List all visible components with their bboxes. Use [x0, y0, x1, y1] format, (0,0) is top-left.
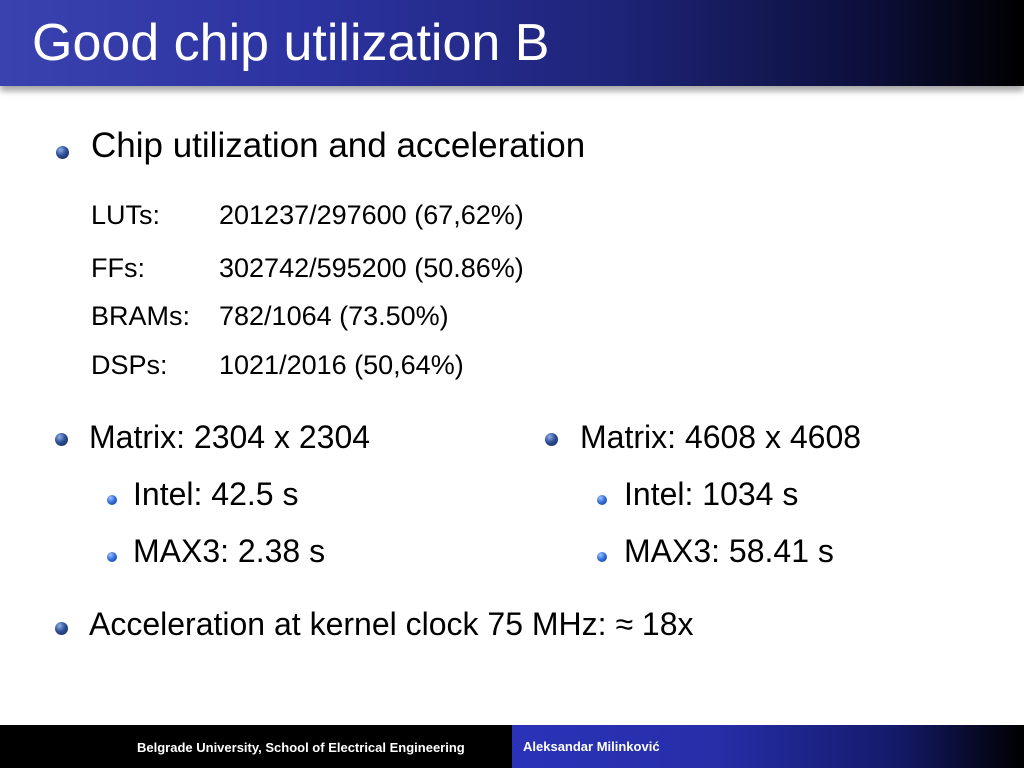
stat-label-luts: LUTs: [91, 200, 161, 230]
footer-institution: Belgrade University, School of Electrica… [137, 740, 465, 755]
footer-author: Aleksandar Milinković [523, 739, 660, 754]
title-bar: Good chip utilization B [0, 0, 1024, 86]
stat-label-brams: BRAMs: [91, 301, 191, 331]
bullet-icon [545, 433, 558, 446]
bullet-icon [597, 495, 607, 505]
matrix-heading-left: Matrix: 2304 x 2304 [89, 419, 371, 455]
stat-value-luts: 201237/297600 (67,62%) [219, 200, 524, 230]
stat-label-dsps: DSPs: [91, 350, 168, 380]
footer-right: Aleksandar Milinković [512, 725, 1024, 768]
matrix-left-max3: MAX3: 2.38 s [133, 533, 326, 569]
bullet-icon [55, 433, 68, 446]
stat-value-brams: 782/1064 (73.50%) [219, 301, 449, 331]
stat-label-ffs: FFs: [91, 253, 145, 283]
matrix-left-intel: Intel: 42.5 s [133, 476, 299, 512]
section-heading: Chip utilization and acceleration [91, 126, 586, 165]
stat-value-ffs: 302742/595200 (50.86%) [219, 253, 524, 283]
acceleration-text: Acceleration at kernel clock 75 MHz: ≈ 1… [89, 606, 694, 642]
bullet-icon [107, 495, 117, 505]
bullet-icon [55, 622, 68, 635]
slide-title: Good chip utilization B [32, 14, 550, 72]
bullet-icon [107, 552, 117, 562]
bullet-icon [597, 552, 607, 562]
bullet-icon [56, 146, 69, 159]
matrix-right-intel: Intel: 1034 s [624, 476, 799, 512]
footer-left: Belgrade University, School of Electrica… [0, 725, 512, 768]
matrix-heading-right: Matrix: 4608 x 4608 [580, 419, 862, 455]
stat-value-dsps: 1021/2016 (50,64%) [219, 350, 464, 380]
matrix-right-max3: MAX3: 58.41 s [624, 533, 834, 569]
